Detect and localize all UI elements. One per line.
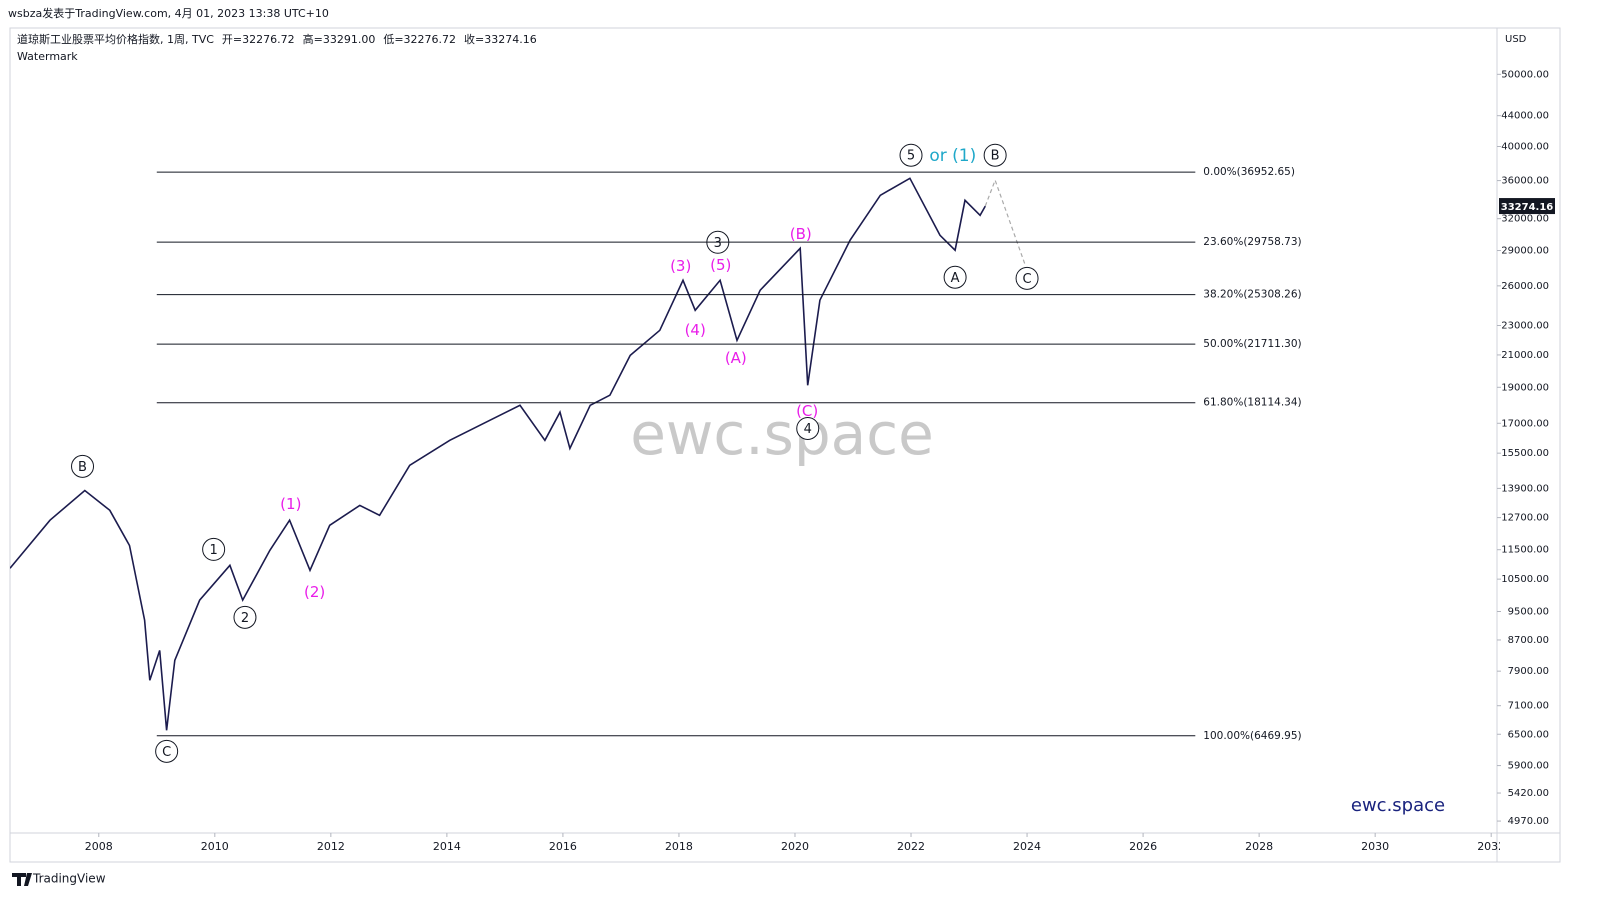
fib-label: 61.80%(18114.34) bbox=[1203, 397, 1301, 409]
x-tick-label: 2014 bbox=[433, 840, 461, 853]
x-tick-label: 2016 bbox=[549, 840, 577, 853]
pane-border bbox=[9, 27, 1561, 863]
logo bbox=[12, 873, 32, 886]
y-tick-label: 10500.00 bbox=[1501, 574, 1549, 585]
wave-label: (2) bbox=[304, 583, 325, 601]
fib-label: 0.00%(36952.65) bbox=[1203, 166, 1295, 178]
y-tick-label: 7100.00 bbox=[1508, 701, 1549, 712]
wave-circle bbox=[202, 537, 226, 561]
ohlc-value: 开=32276.72 bbox=[222, 33, 295, 46]
y-tick-label: 7900.00 bbox=[1508, 666, 1549, 677]
chart-title: 道琼斯工业股票平均价格指数, 1周, TVC bbox=[17, 32, 214, 46]
y-tick-label: 13900.00 bbox=[1501, 483, 1549, 494]
footer: TradingView bbox=[32, 872, 106, 886]
brand: ewc.space bbox=[1351, 795, 1445, 816]
x-tick-label: 2012 bbox=[317, 840, 345, 853]
wave-label: (A) bbox=[725, 349, 747, 367]
y-tick-label: 5900.00 bbox=[1508, 761, 1549, 772]
x-tick-label: 2008 bbox=[85, 840, 113, 853]
ohlc-value: 低=32276.72 bbox=[383, 33, 456, 46]
x-tick-label: 2022 bbox=[897, 840, 925, 853]
x-tick-label: 2024 bbox=[1013, 840, 1041, 853]
wave-label: (3) bbox=[670, 257, 691, 275]
fib-label: 50.00%(21711.30) bbox=[1203, 338, 1301, 350]
x-tick-label: 2026 bbox=[1129, 840, 1157, 853]
y-tick-label: 19000.00 bbox=[1501, 382, 1549, 393]
wave-label: 2 bbox=[241, 611, 249, 626]
y-tick-label: 4970.00 bbox=[1508, 816, 1549, 827]
wave-label: (1) bbox=[280, 495, 301, 513]
x-tick-label: 2018 bbox=[665, 840, 693, 853]
wave-label: (B) bbox=[790, 225, 812, 243]
y-tick-label: 8700.00 bbox=[1508, 635, 1549, 646]
wave-circle bbox=[983, 143, 1007, 167]
x-tick-label: 2028 bbox=[1245, 840, 1273, 853]
last-price-label: 33274.16 bbox=[1501, 202, 1554, 213]
fib-label: 38.20%(25308.26) bbox=[1203, 289, 1301, 301]
wave-circle bbox=[899, 143, 923, 167]
y-tick-label: 23000.00 bbox=[1501, 321, 1549, 332]
wave-circle bbox=[943, 265, 967, 289]
x-tick-label: 2030 bbox=[1361, 840, 1389, 853]
wave-label: 5 bbox=[907, 149, 915, 164]
y-tick-label: 6500.00 bbox=[1508, 729, 1549, 740]
last-price-box bbox=[1499, 198, 1555, 215]
y-tick-label: 12700.00 bbox=[1501, 513, 1549, 524]
time-axis: 2008 2010 2012 2014 2016 2018 2020 2022 2024 2026… bbox=[85, 833, 1505, 853]
y-tick-label: 11500.00 bbox=[1501, 545, 1549, 556]
x-tick-label: 2032 bbox=[1477, 840, 1505, 853]
currency: USD bbox=[1505, 34, 1527, 45]
wave-label: (C) bbox=[796, 402, 818, 420]
wave-label: (4) bbox=[685, 321, 706, 339]
wave-circle bbox=[1015, 266, 1039, 290]
y-tick-label: 5420.00 bbox=[1508, 788, 1549, 799]
projection bbox=[984, 178, 1026, 266]
y-tick-label: 32000.00 bbox=[1501, 214, 1549, 225]
wave-label: C bbox=[1023, 272, 1032, 287]
watermark: ewc.space bbox=[630, 400, 934, 468]
wave-circle bbox=[796, 416, 820, 440]
ohlc-value: 高=33291.00 bbox=[303, 32, 376, 46]
wave-label: 3 bbox=[714, 236, 722, 251]
y-tick-label: 44000.00 bbox=[1501, 111, 1549, 122]
wave-circle bbox=[155, 739, 179, 763]
x-tick-label: 2010 bbox=[201, 840, 229, 853]
wave-label: 1 bbox=[210, 543, 218, 558]
fib-label: 23.60%(29758.73) bbox=[1203, 236, 1301, 248]
y-tick-label: 9500.00 bbox=[1508, 607, 1549, 618]
wave-label: A bbox=[951, 271, 960, 286]
y-tick-label: 29000.00 bbox=[1501, 246, 1549, 257]
y-tick-label: 36000.00 bbox=[1501, 176, 1549, 187]
wave-label: or (1) bbox=[929, 146, 976, 166]
byline: wsbza发表于TradingView.com, 4月 01, 2023 13:… bbox=[8, 6, 329, 20]
wave-circle bbox=[71, 454, 95, 478]
y-tick-label: 15500.00 bbox=[1501, 448, 1549, 459]
fib-label: 100.00%(6469.95) bbox=[1203, 730, 1301, 742]
ohlc-value: 收=33274.16 bbox=[464, 32, 537, 46]
y-tick-label: 21000.00 bbox=[1501, 350, 1549, 361]
subtitle: Watermark bbox=[17, 50, 78, 63]
wave-label: (5) bbox=[710, 256, 731, 274]
price-line bbox=[10, 177, 986, 731]
wave-label: C bbox=[162, 745, 171, 760]
y-tick-label: 50000.00 bbox=[1501, 69, 1549, 80]
wave-circle bbox=[233, 605, 257, 629]
y-tick-label: 26000.00 bbox=[1501, 281, 1549, 292]
x-tick-label: 2020 bbox=[781, 840, 809, 853]
wave-label: B bbox=[991, 149, 1000, 164]
y-tick-label: 40000.00 bbox=[1501, 142, 1549, 153]
y-tick-label: 17000.00 bbox=[1501, 418, 1549, 429]
wave-label: 4 bbox=[804, 422, 812, 437]
wave-label: B bbox=[78, 460, 87, 475]
